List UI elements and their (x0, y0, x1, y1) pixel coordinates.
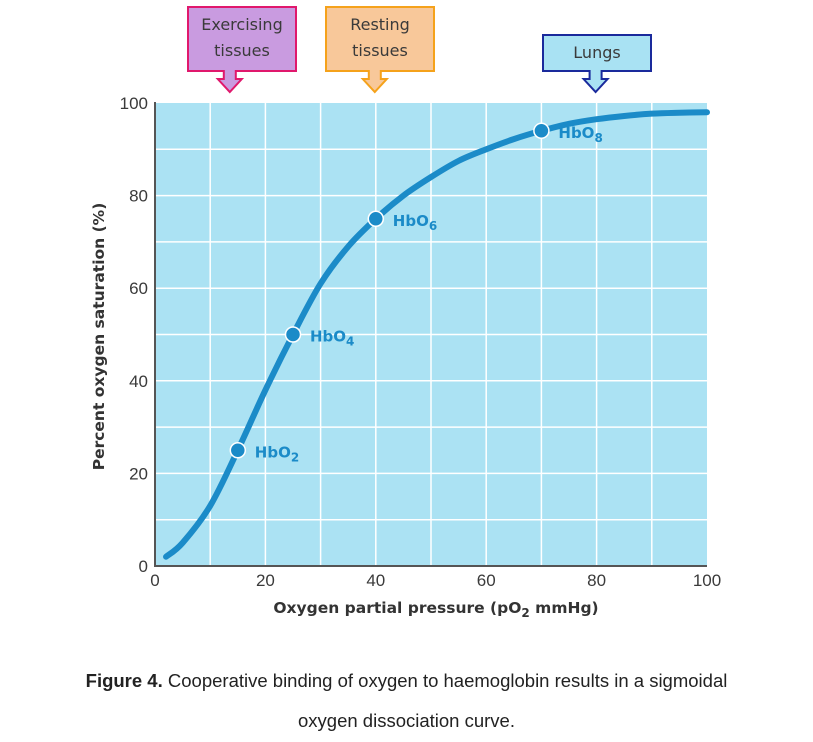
x-tick-label: 40 (366, 571, 385, 590)
data-point-label-sub: 6 (429, 219, 437, 233)
y-tick-label: 20 (129, 464, 148, 483)
grid-lines (155, 103, 707, 566)
data-point-label-main: HbO (558, 124, 594, 142)
x-axis-title-sub: 2 (521, 606, 529, 620)
data-point-label: HbO6 (393, 212, 437, 233)
y-tick-label: 60 (129, 279, 148, 298)
callout-text: Resting (350, 15, 410, 34)
y-axis-title: Percent oxygen saturation (%) (90, 203, 108, 471)
callout-lungs: Lungs (542, 34, 652, 94)
data-point-label: HbO2 (255, 443, 299, 464)
y-tick-label: 80 (129, 187, 148, 206)
x-axis-title-end: mmHg) (530, 599, 599, 617)
x-tick-label: 80 (587, 571, 606, 590)
callout-resting: Resting tissues (325, 6, 435, 94)
callout-text: Lungs (573, 43, 620, 62)
callout-text: tissues (352, 41, 408, 60)
data-point-label-sub: 8 (594, 131, 602, 145)
x-tick-label: 100 (693, 571, 721, 590)
x-axis-title: Oxygen partial pressure (pO2 mmHg) (273, 599, 598, 620)
callout-box (542, 34, 652, 94)
data-point-label-sub: 4 (346, 335, 354, 349)
callout-text: tissues (214, 41, 270, 60)
data-point-marker (533, 122, 550, 140)
data-point-label: HbO4 (310, 328, 354, 349)
x-tick-labels: 0 20 40 60 80 100 (150, 571, 721, 590)
y-tick-labels: 0 20 40 60 80 100 (120, 94, 148, 576)
callout-exercising: Exercising tissues (187, 6, 297, 94)
figure-caption-line2: oxygen dissociation curve. (298, 710, 515, 731)
axes (154, 102, 707, 567)
callout-box (187, 6, 297, 94)
data-point-label: HbO8 (558, 124, 602, 145)
data-point-marker (284, 326, 302, 343)
dissociation-curve (163, 109, 710, 560)
caption-label: Figure 4. (85, 670, 163, 691)
y-tick-label: 40 (129, 372, 148, 391)
x-tick-label: 20 (256, 571, 275, 590)
x-tick-label: 60 (477, 571, 496, 590)
data-point-label-main: HbO (255, 443, 291, 461)
x-axis-title-main: Oxygen partial pressure (pO (273, 599, 521, 617)
figure-caption: Figure 4. Cooperative binding of oxygen … (0, 670, 813, 692)
data-point-label-sub: 2 (291, 450, 299, 464)
data-point-label-main: HbO (310, 328, 346, 346)
y-tick-label: 0 (139, 557, 148, 576)
data-point-marker (367, 210, 385, 227)
callout-box (325, 6, 435, 94)
callout-text: Exercising (201, 15, 282, 34)
y-tick-label: 100 (120, 94, 148, 113)
x-tick-label: 0 (150, 571, 159, 590)
callouts: Exercising tissues Resting tissues Lungs (187, 6, 652, 94)
caption-text: Cooperative binding of oxygen to haemogl… (162, 670, 728, 691)
data-point-label-main: HbO (393, 212, 429, 230)
data-point-marker (229, 442, 247, 459)
